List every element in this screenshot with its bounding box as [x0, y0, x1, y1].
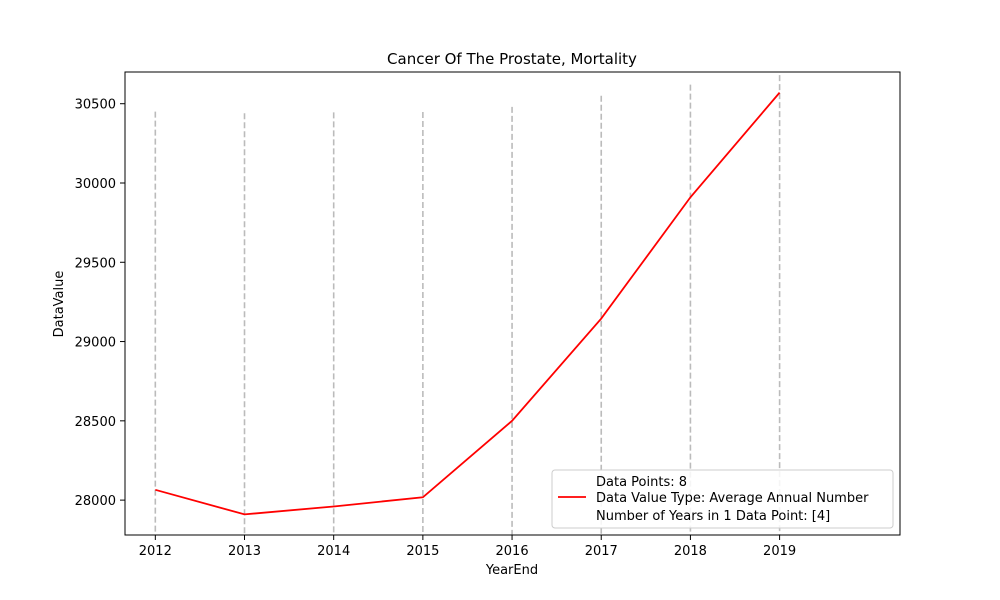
y-axis-ticks: 28000 28500 29000 29500 30000 30500 [75, 98, 125, 509]
x-tick-label-2017: 2017 [585, 544, 618, 559]
legend: Data Points: 8 Data Value Type: Average … [551, 469, 894, 529]
y-tick-label-28500: 28500 [75, 415, 116, 430]
x-tick-label-2019: 2019 [763, 544, 796, 559]
x-tick-label-2013: 2013 [228, 544, 261, 559]
series-line [155, 92, 781, 516]
chart-title: Cancer Of The Prostate, Mortality [387, 50, 637, 68]
x-axis-label: YearEnd [485, 563, 538, 578]
x-tick-label-2014: 2014 [317, 544, 350, 559]
legend-years-per-point: Number of Years in 1 Data Point: [4] [596, 509, 830, 524]
x-axis-ticks: 2012 2013 2014 2015 2016 2017 2018 2019 [139, 535, 796, 559]
y-tick-label-28000: 28000 [75, 494, 116, 509]
error-lines [154, 75, 781, 535]
legend-data-points: Data Points: 8 [596, 475, 687, 490]
x-tick-label-2012: 2012 [139, 544, 172, 559]
x-tick-label-2015: 2015 [406, 544, 439, 559]
x-tick-label-2016: 2016 [496, 544, 529, 559]
legend-box [551, 469, 894, 529]
legend-series-label: Data Value Type: Average Annual Number [596, 491, 869, 506]
y-axis-label: DataValue [52, 271, 67, 338]
y-tick-label-30000: 30000 [75, 177, 116, 192]
y-tick-label-29500: 29500 [75, 256, 116, 271]
y-tick-label-30500: 30500 [75, 98, 116, 113]
x-tick-label-2018: 2018 [674, 544, 707, 559]
y-tick-label-29000: 29000 [75, 336, 116, 351]
